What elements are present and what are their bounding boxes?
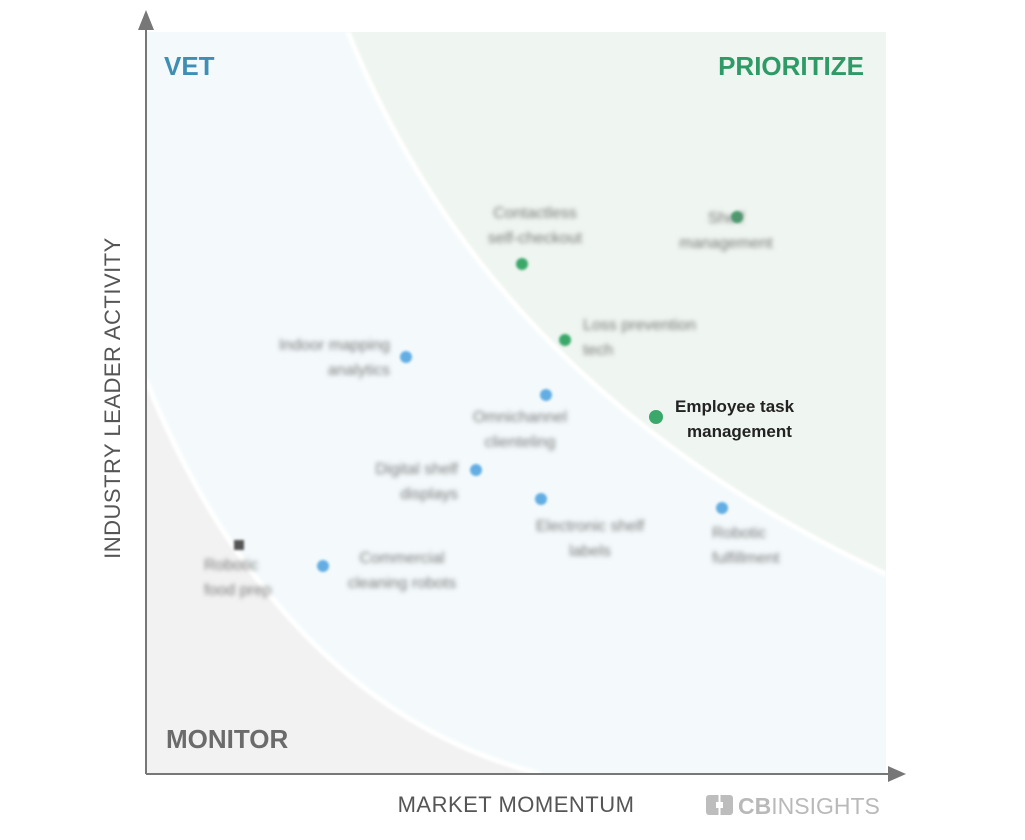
point-marker xyxy=(470,464,482,476)
data-point: Commercial cleaning robots xyxy=(317,550,456,592)
zone-label-prioritize: PRIORITIZE xyxy=(718,51,864,81)
zone-label-vet: VET xyxy=(164,51,215,81)
data-point: Robotic fulfillment xyxy=(712,502,780,567)
prioritize-zone xyxy=(348,32,886,574)
data-point: Electronic shelf labels xyxy=(535,493,645,560)
data-point: Employee task management xyxy=(649,397,795,441)
x-axis-label: MARKET MOMENTUM xyxy=(398,792,635,817)
data-point: Loss prevention tech xyxy=(559,317,696,359)
y-axis-arrow-icon xyxy=(138,10,154,30)
data-point: Robotic food prep xyxy=(204,540,272,599)
point-marker xyxy=(234,540,244,550)
point-marker xyxy=(731,211,743,223)
point-label: Digital shelf displays xyxy=(375,461,458,503)
data-point: Digital shelf displays xyxy=(375,461,482,503)
cbinsights-logo-icon xyxy=(706,795,733,815)
point-label: Indoor mapping analytics xyxy=(279,337,390,379)
point-label: Shelf management xyxy=(679,210,773,252)
prioritize-boundary xyxy=(345,32,886,577)
monitor-zone xyxy=(146,380,540,774)
data-point: Contactless self-checkout xyxy=(488,205,583,270)
point-marker xyxy=(559,334,571,346)
point-marker xyxy=(516,258,528,270)
point-label: Electronic shelf labels xyxy=(536,518,645,560)
data-point: Indoor mapping analytics xyxy=(279,337,412,379)
point-label: Robotic food prep xyxy=(204,557,272,599)
point-label: Contactless self-checkout xyxy=(488,205,583,247)
point-marker xyxy=(400,351,412,363)
zone-label-monitor: MONITOR xyxy=(166,724,289,754)
point-marker xyxy=(716,502,728,514)
monitor-boundary xyxy=(146,379,541,774)
point-label: Omnichannel clienteling xyxy=(473,409,567,451)
cbinsights-logo: CBINSIGHTS xyxy=(706,793,880,819)
point-label: Robotic fulfillment xyxy=(712,525,780,567)
data-points: Contactless self-checkout Shelf management L… xyxy=(204,205,795,599)
axes xyxy=(138,10,906,782)
point-label: Loss prevention tech xyxy=(583,317,696,359)
logo-text: INSIGHTS xyxy=(771,793,880,819)
logo-brand: CB xyxy=(738,793,771,819)
data-point: Shelf management xyxy=(679,210,773,252)
data-point: Omnichannel clienteling xyxy=(473,389,567,451)
quadrant-backgrounds xyxy=(146,32,886,774)
point-label: Employee task management xyxy=(675,397,795,441)
point-marker xyxy=(649,410,663,424)
svg-text:CBINSIGHTS: CBINSIGHTS xyxy=(738,793,880,819)
point-label: Commercial cleaning robots xyxy=(348,550,457,592)
point-marker xyxy=(317,560,329,572)
y-axis-label: INDUSTRY LEADER ACTIVITY xyxy=(100,237,125,559)
point-marker xyxy=(540,389,552,401)
x-axis-arrow-icon xyxy=(888,766,906,782)
point-marker xyxy=(535,493,547,505)
